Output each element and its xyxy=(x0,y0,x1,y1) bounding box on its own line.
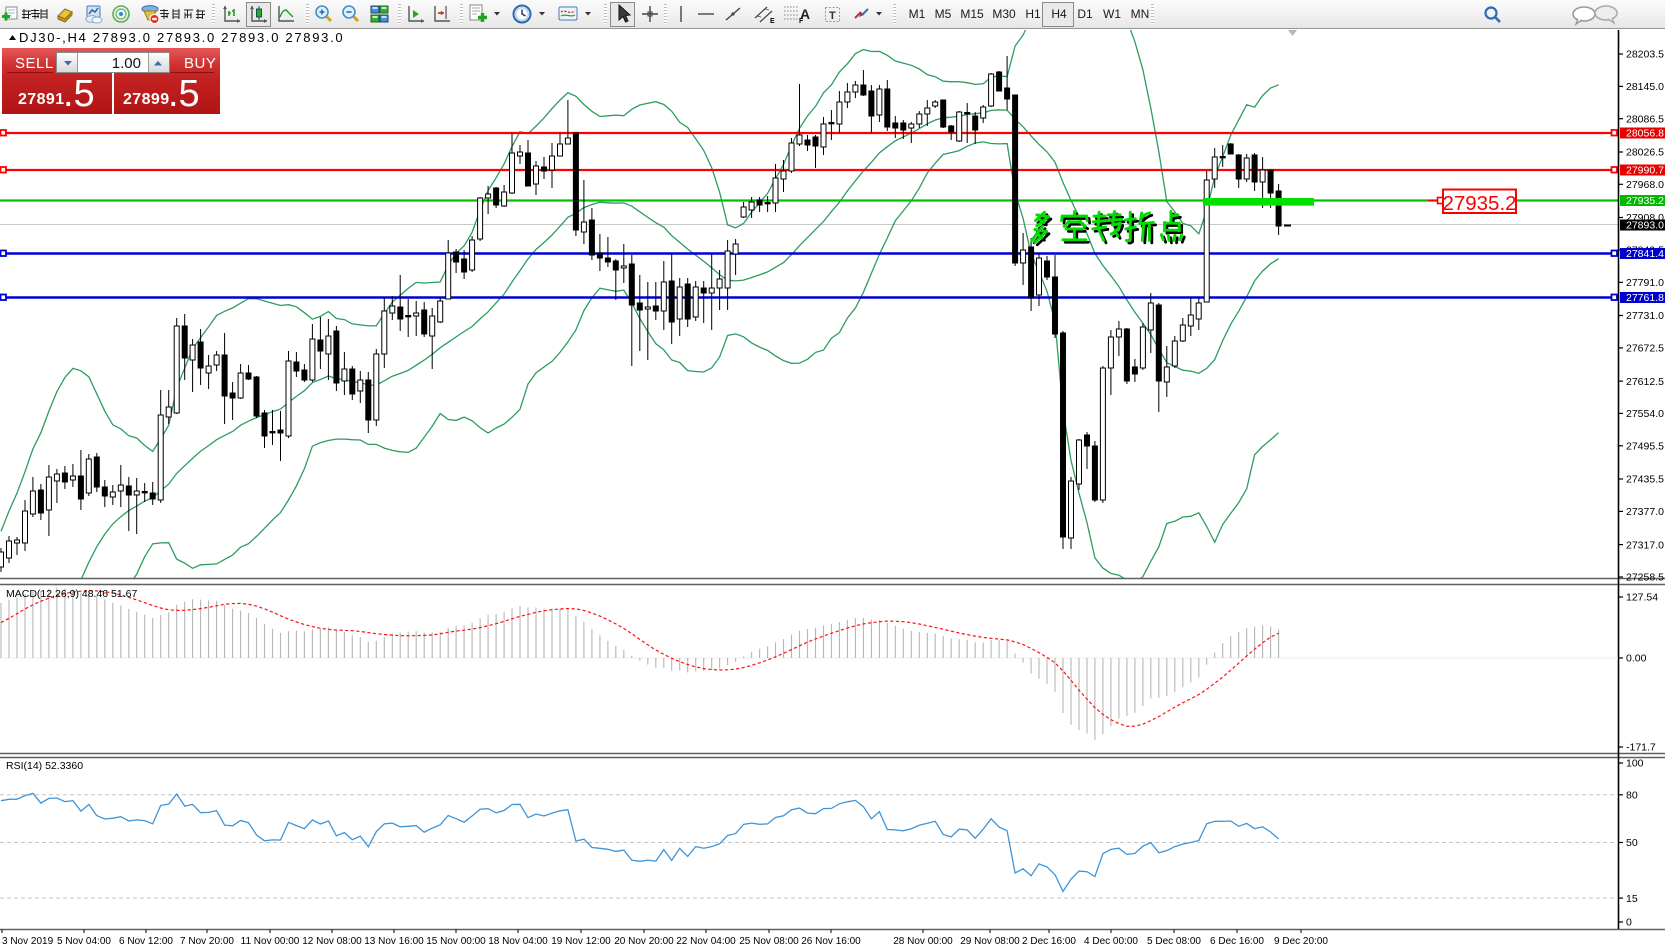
svg-text:DJ30-,H4 27893.0 27893.0 2789: DJ30-,H4 27893.0 27893.0 27893.0 27893.0 xyxy=(19,30,344,45)
svg-text:27935.2: 27935.2 xyxy=(1626,195,1664,207)
svg-text:15: 15 xyxy=(1626,893,1638,905)
svg-text:12 Nov 08:00: 12 Nov 08:00 xyxy=(302,936,362,947)
svg-text:5 Nov 04:00: 5 Nov 04:00 xyxy=(57,936,111,947)
svg-text:F: F xyxy=(799,18,804,25)
svg-text:50: 50 xyxy=(1626,837,1638,849)
svg-text:6 Dec 16:00: 6 Dec 16:00 xyxy=(1210,936,1264,947)
svg-text:27968.0: 27968.0 xyxy=(1626,179,1664,191)
svg-text:29 Nov 08:00: 29 Nov 08:00 xyxy=(960,936,1020,947)
svg-text:20 Nov 20:00: 20 Nov 20:00 xyxy=(614,936,674,947)
svg-text:-171.7: -171.7 xyxy=(1626,742,1656,754)
svg-text:18 Nov 04:00: 18 Nov 04:00 xyxy=(488,936,548,947)
svg-text:27554.0: 27554.0 xyxy=(1626,408,1664,420)
svg-text:80: 80 xyxy=(1626,790,1638,802)
svg-text:MACD(12,26,9) 48.46 51.67: MACD(12,26,9) 48.46 51.67 xyxy=(6,588,137,600)
svg-text:28 Nov 00:00: 28 Nov 00:00 xyxy=(893,936,953,947)
svg-text:26 Nov 16:00: 26 Nov 16:00 xyxy=(801,936,861,947)
svg-text:5 Dec 08:00: 5 Dec 08:00 xyxy=(1147,936,1201,947)
svg-text:0: 0 xyxy=(1626,917,1632,929)
svg-text:2 Dec 16:00: 2 Dec 16:00 xyxy=(1022,936,1076,947)
svg-text:27612.5: 27612.5 xyxy=(1626,376,1664,388)
svg-text:27495.5: 27495.5 xyxy=(1626,441,1664,453)
svg-text:4 Dec 00:00: 4 Dec 00:00 xyxy=(1084,936,1138,947)
svg-text:27761.8: 27761.8 xyxy=(1626,292,1664,304)
svg-text:11 Nov 00:00: 11 Nov 00:00 xyxy=(241,936,300,947)
svg-text:3 Nov 2019: 3 Nov 2019 xyxy=(2,936,54,947)
svg-text:0.00: 0.00 xyxy=(1626,653,1647,665)
svg-text:22 Nov 04:00: 22 Nov 04:00 xyxy=(676,936,736,947)
svg-text:19 Nov 12:00: 19 Nov 12:00 xyxy=(551,936,611,947)
svg-text:15 Nov 00:00: 15 Nov 00:00 xyxy=(426,936,486,947)
svg-text:9 Dec 20:00: 9 Dec 20:00 xyxy=(1274,936,1328,947)
svg-text:27435.5: 27435.5 xyxy=(1626,474,1664,486)
svg-text:13 Nov 16:00: 13 Nov 16:00 xyxy=(364,936,424,947)
svg-text:27935.2: 27935.2 xyxy=(1442,192,1516,215)
svg-text:T: T xyxy=(829,10,836,22)
svg-text:27791.0: 27791.0 xyxy=(1626,277,1664,289)
svg-text:27990.7: 27990.7 xyxy=(1626,165,1664,177)
svg-text:6 Nov 12:00: 6 Nov 12:00 xyxy=(119,936,173,947)
svg-text:127.54: 127.54 xyxy=(1626,592,1658,604)
svg-text:28203.5: 28203.5 xyxy=(1626,49,1664,61)
svg-text:27672.5: 27672.5 xyxy=(1626,343,1664,355)
svg-text:25 Nov 08:00: 25 Nov 08:00 xyxy=(739,936,799,947)
svg-text:RSI(14) 52.3360: RSI(14) 52.3360 xyxy=(6,760,83,772)
svg-text:28056.8: 28056.8 xyxy=(1626,128,1664,140)
svg-text:28026.5: 28026.5 xyxy=(1626,147,1664,159)
svg-text:28086.5: 28086.5 xyxy=(1626,113,1664,125)
svg-text:27731.0: 27731.0 xyxy=(1626,310,1664,322)
svg-text:E: E xyxy=(770,18,775,25)
svg-text:27258.5: 27258.5 xyxy=(1626,572,1664,584)
svg-text:27377.0: 27377.0 xyxy=(1626,506,1664,518)
svg-text:100: 100 xyxy=(1626,758,1644,770)
svg-text:28145.0: 28145.0 xyxy=(1626,81,1664,93)
svg-text:27317.0: 27317.0 xyxy=(1626,539,1664,551)
svg-text:7 Nov 20:00: 7 Nov 20:00 xyxy=(180,936,234,947)
svg-text:27893.0: 27893.0 xyxy=(1626,220,1664,232)
svg-text:27841.4: 27841.4 xyxy=(1626,248,1664,260)
